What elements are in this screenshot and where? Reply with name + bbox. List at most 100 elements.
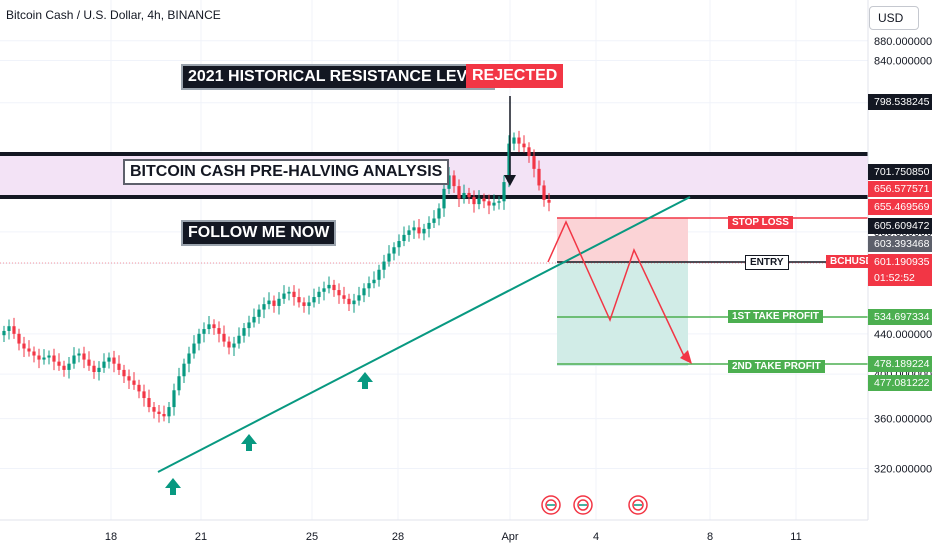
candle-body [452,175,456,187]
candle-body [222,333,226,342]
candle-body [442,188,446,209]
candle-body [287,291,291,294]
symbol-tag: BCHUSD [826,255,877,268]
y-tick-label: 320.000000 [874,463,932,475]
candle-body [417,227,421,234]
candle-body [492,202,496,206]
candle-body [372,279,376,284]
candle-body [312,297,316,303]
candle-body [427,222,431,229]
candle-body [17,333,21,344]
x-tick-label: 28 [392,531,404,543]
candle-body [212,324,216,329]
x-tick-label: Apr [501,531,518,543]
candle-body [322,288,326,292]
price-label: 798.538245 [868,94,932,110]
candle-body [7,326,11,331]
x-tick-label: 8 [707,531,713,543]
candle-body [267,300,271,305]
projected-arrow-head [680,350,692,364]
symbol-title[interactable]: Bitcoin Cash / U.S. Dollar, 4h, BINANCE [6,8,221,22]
event-icon[interactable] [541,495,561,515]
price-label: 534.697334 [868,309,932,325]
current-price-label: 601.190935 01:52:52 [868,254,932,286]
candle-body [22,343,26,349]
x-tick-label: 11 [790,531,801,543]
candle-body [332,284,336,291]
candle-body [237,335,241,344]
candle-body [132,380,136,385]
candle-body [147,398,151,408]
tp2-tag: 2ND TAKE PROFIT [728,360,825,373]
projected-path [547,220,685,357]
candle-body [257,309,261,317]
candle-body [72,355,76,364]
candle-body [162,413,166,417]
candle-body [497,201,501,203]
candle-body [12,326,16,334]
candle-body [432,218,436,223]
x-tick-label: 18 [105,531,117,543]
candle-body [247,322,251,329]
candle-body [307,302,311,306]
candle-body [37,355,41,360]
candle-body [92,365,96,373]
candle-body [122,369,126,377]
candle-body [172,390,176,408]
tp1-tag: 1ST TAKE PROFIT [728,310,824,323]
candle-body [137,384,141,392]
candle-body [272,300,276,306]
up-arrow-icon [241,434,257,451]
candle-body [32,351,36,356]
x-tick-label: 21 [195,531,207,543]
rejection-arrow-head [504,175,516,186]
trendline[interactable] [157,196,691,473]
candle-body [157,411,161,414]
candle-body [472,197,476,205]
candle-body [302,302,306,306]
candle-body [377,269,381,280]
rejected-label: REJECTED [466,64,564,88]
candle-body [152,407,156,412]
candle-body [342,295,346,299]
stop-loss-tag: STOP LOSS [728,216,793,229]
candle-body [292,291,296,298]
candle-body [517,137,521,144]
event-icon[interactable] [628,495,648,515]
time-scale[interactable]: 18 21 25 28 Apr 4 8 11 [105,531,802,543]
price-label: 655.469569 [868,199,932,215]
candle-body [487,201,491,206]
price-label: 656.577571 [868,181,932,197]
candle-body [77,353,81,356]
candle-body [192,343,196,354]
candle-body [177,376,181,391]
candle-body [382,261,386,270]
candle-body [97,367,101,373]
candle-body [282,293,286,299]
price-label: 478.189224 [868,356,932,372]
candle-body [262,304,266,310]
candle-body [512,137,516,144]
x-tick-label: 25 [306,531,318,543]
candle-body [87,359,91,366]
candle-body [507,143,511,183]
event-icon[interactable] [573,495,593,515]
candle-body [387,253,391,262]
candle-body [217,328,221,334]
candle-body [67,363,71,370]
candle-body [227,341,231,348]
candle-body [327,284,331,289]
candle-body [107,357,111,362]
candle-body [142,391,146,399]
candle-body [457,186,461,199]
candle-body [542,185,546,200]
candle-body [392,247,396,254]
candle-body [2,330,6,336]
currency-button[interactable]: USD [869,6,919,30]
candle-body [347,298,351,305]
candle-body [527,147,531,157]
candle-body [482,198,486,202]
candle-body [82,353,86,360]
candle-body [102,361,106,368]
candle-body [317,291,321,298]
